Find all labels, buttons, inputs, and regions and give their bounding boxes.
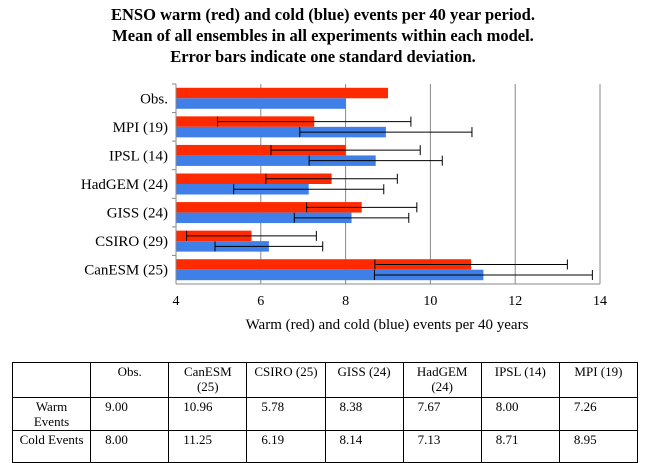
table-cell: 8.00 bbox=[480, 397, 560, 431]
table-cell: 8.14 bbox=[324, 430, 404, 463]
x-tick-label: 10 bbox=[423, 294, 437, 309]
table-cell: 8.71 bbox=[480, 430, 560, 463]
table-header-row: Obs. CanESM (25) CSIRO (25) GISS (24) HadGEM… bbox=[11, 362, 639, 398]
table-body: Warm Events 9.00 10.96 5.78 8.38 7.67 8.00 7.26… bbox=[11, 397, 639, 463]
table-row: Cold Events 8.00 11.25 6.19 8.14 7.13 8.71 8.95 bbox=[11, 430, 639, 463]
bar-cold-1 bbox=[176, 126, 386, 138]
bar-cold-0 bbox=[176, 98, 346, 109]
bar-warm-6 bbox=[176, 259, 472, 270]
bars bbox=[176, 87, 484, 281]
table-cell: 11.25 bbox=[168, 430, 248, 463]
table-cell: 7.13 bbox=[402, 430, 482, 463]
x-tick-label: 6 bbox=[257, 294, 264, 309]
x-tick-label: 12 bbox=[508, 294, 522, 309]
bar-warm-3 bbox=[176, 173, 332, 184]
table-cell: 5.78 bbox=[246, 397, 326, 431]
axes: 4 6 8 10 12 14 Obs. MPI (19) IPSL (14) HadGEM (24… bbox=[81, 83, 607, 309]
bar-warm-2 bbox=[176, 144, 346, 156]
table-header-cell: IPSL (14) bbox=[480, 362, 560, 398]
x-axis-label: Warm (red) and cold (blue) events per 40… bbox=[246, 317, 529, 333]
table-cell: 8.95 bbox=[558, 430, 639, 463]
y-tick-label: GISS (24) bbox=[107, 206, 168, 222]
x-tick-label: 14 bbox=[593, 294, 607, 309]
y-tick-label: Obs. bbox=[140, 91, 168, 107]
chart-title: ENSO warm (red) and cold (blue) events p… bbox=[0, 4, 646, 67]
y-tick-label: HadGEM (24) bbox=[81, 177, 168, 193]
table-header-cell bbox=[11, 362, 92, 398]
table-row-label: Cold Events bbox=[11, 430, 92, 463]
table-header-cell: CanESM (25) bbox=[168, 362, 248, 398]
y-tick-label: MPI (19) bbox=[113, 120, 168, 136]
chart-title-line-2: Mean of all ensembles in all experiments… bbox=[112, 26, 534, 45]
bar-cold-4 bbox=[176, 212, 352, 224]
table-cell: 8.00 bbox=[90, 430, 170, 463]
table-row-label: Warm Events bbox=[11, 397, 92, 431]
table-header-cell: Obs. bbox=[90, 362, 170, 398]
table-header-cell: CSIRO (25) bbox=[246, 362, 326, 398]
table-cell: 9.00 bbox=[90, 397, 170, 431]
bar-warm-0 bbox=[176, 87, 388, 99]
x-tick-label: 4 bbox=[173, 294, 180, 309]
y-tick-label: CSIRO (29) bbox=[95, 234, 168, 250]
table-header-cell: GISS (24) bbox=[324, 362, 404, 398]
table-cell: 7.67 bbox=[402, 397, 482, 431]
bar-cold-2 bbox=[176, 155, 376, 166]
table-header-cell: HadGEM (24) bbox=[402, 362, 482, 398]
table-header-cell: MPI (19) bbox=[558, 362, 639, 398]
data-table: Obs. CanESM (25) CSIRO (25) GISS (24) HadGEM… bbox=[11, 362, 639, 463]
chart-title-line-1: ENSO warm (red) and cold (blue) events p… bbox=[111, 5, 535, 24]
x-tick-label: 8 bbox=[342, 294, 349, 309]
table-row: Warm Events 9.00 10.96 5.78 8.38 7.67 8.00 7.26 bbox=[11, 397, 639, 431]
bar-warm-4 bbox=[176, 202, 362, 213]
bar-chart: 4 6 8 10 12 14 Obs. MPI (19) IPSL (14) HadGEM (24… bbox=[81, 83, 607, 333]
table-cell: 6.19 bbox=[246, 430, 326, 463]
y-tick-label: CanESM (25) bbox=[84, 263, 168, 279]
bar-cold-6 bbox=[176, 269, 484, 281]
table-cell: 7.26 bbox=[558, 397, 639, 431]
error-bars bbox=[186, 116, 593, 280]
table-cell: 10.96 bbox=[168, 397, 248, 431]
chart-title-line-3: Error bars indicate one standard deviati… bbox=[170, 47, 476, 66]
y-tick-label: IPSL (14) bbox=[109, 148, 168, 164]
table-cell: 8.38 bbox=[324, 397, 404, 431]
